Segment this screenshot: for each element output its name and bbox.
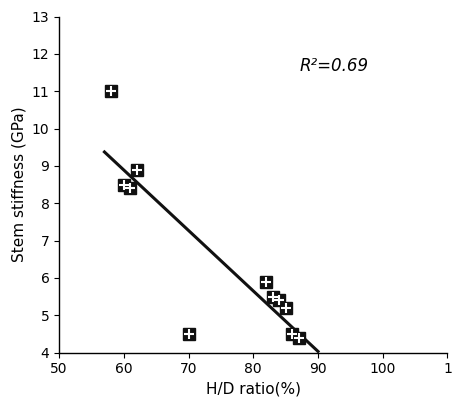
Y-axis label: Stem stiffness (GPa): Stem stiffness (GPa) [11, 107, 26, 262]
Text: R²=0.69: R²=0.69 [300, 57, 369, 75]
X-axis label: H/D ratio(%): H/D ratio(%) [206, 382, 301, 397]
